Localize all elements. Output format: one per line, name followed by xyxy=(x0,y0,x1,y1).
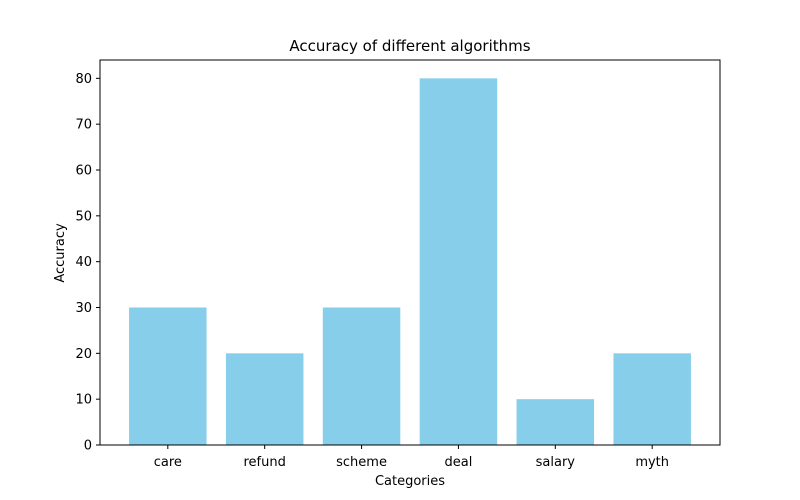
x-tick-label-care: care xyxy=(154,455,182,470)
y-axis-ticks: 0 10 20 30 40 50 60 70 80 xyxy=(75,72,100,454)
x-tick-label-refund: refund xyxy=(244,455,286,470)
y-tick-label-30: 30 xyxy=(75,301,92,316)
y-tick-label-10: 10 xyxy=(75,393,92,408)
plot-frame xyxy=(99,59,721,446)
x-tick-label-scheme: scheme xyxy=(336,455,387,470)
x-axis-ticks: care refund scheme deal salary myth xyxy=(154,445,669,470)
y-tick-label-50: 50 xyxy=(75,209,92,224)
x-tick-label-deal: deal xyxy=(445,455,473,470)
bar-myth xyxy=(613,353,691,445)
x-tick-label-salary: salary xyxy=(536,455,576,470)
y-axis-label: Accuracy xyxy=(53,223,68,283)
x-tick-label-myth: myth xyxy=(635,455,669,470)
bar-salary xyxy=(516,399,595,445)
bar-scheme xyxy=(322,307,401,445)
y-tick-label-20: 20 xyxy=(75,347,92,362)
y-tick-label-70: 70 xyxy=(75,118,92,133)
y-tick-label-60: 60 xyxy=(75,164,92,179)
chart-title: Accuracy of different algorithms xyxy=(289,37,530,55)
bars-group xyxy=(129,78,691,445)
y-tick-label-0: 0 xyxy=(84,439,92,454)
bar-care xyxy=(129,307,207,445)
y-tick-label-40: 40 xyxy=(75,255,92,270)
y-tick-label-80: 80 xyxy=(75,72,92,87)
x-axis-label: Categories xyxy=(375,474,445,489)
bar-refund xyxy=(225,353,304,445)
bar-deal xyxy=(419,78,498,445)
